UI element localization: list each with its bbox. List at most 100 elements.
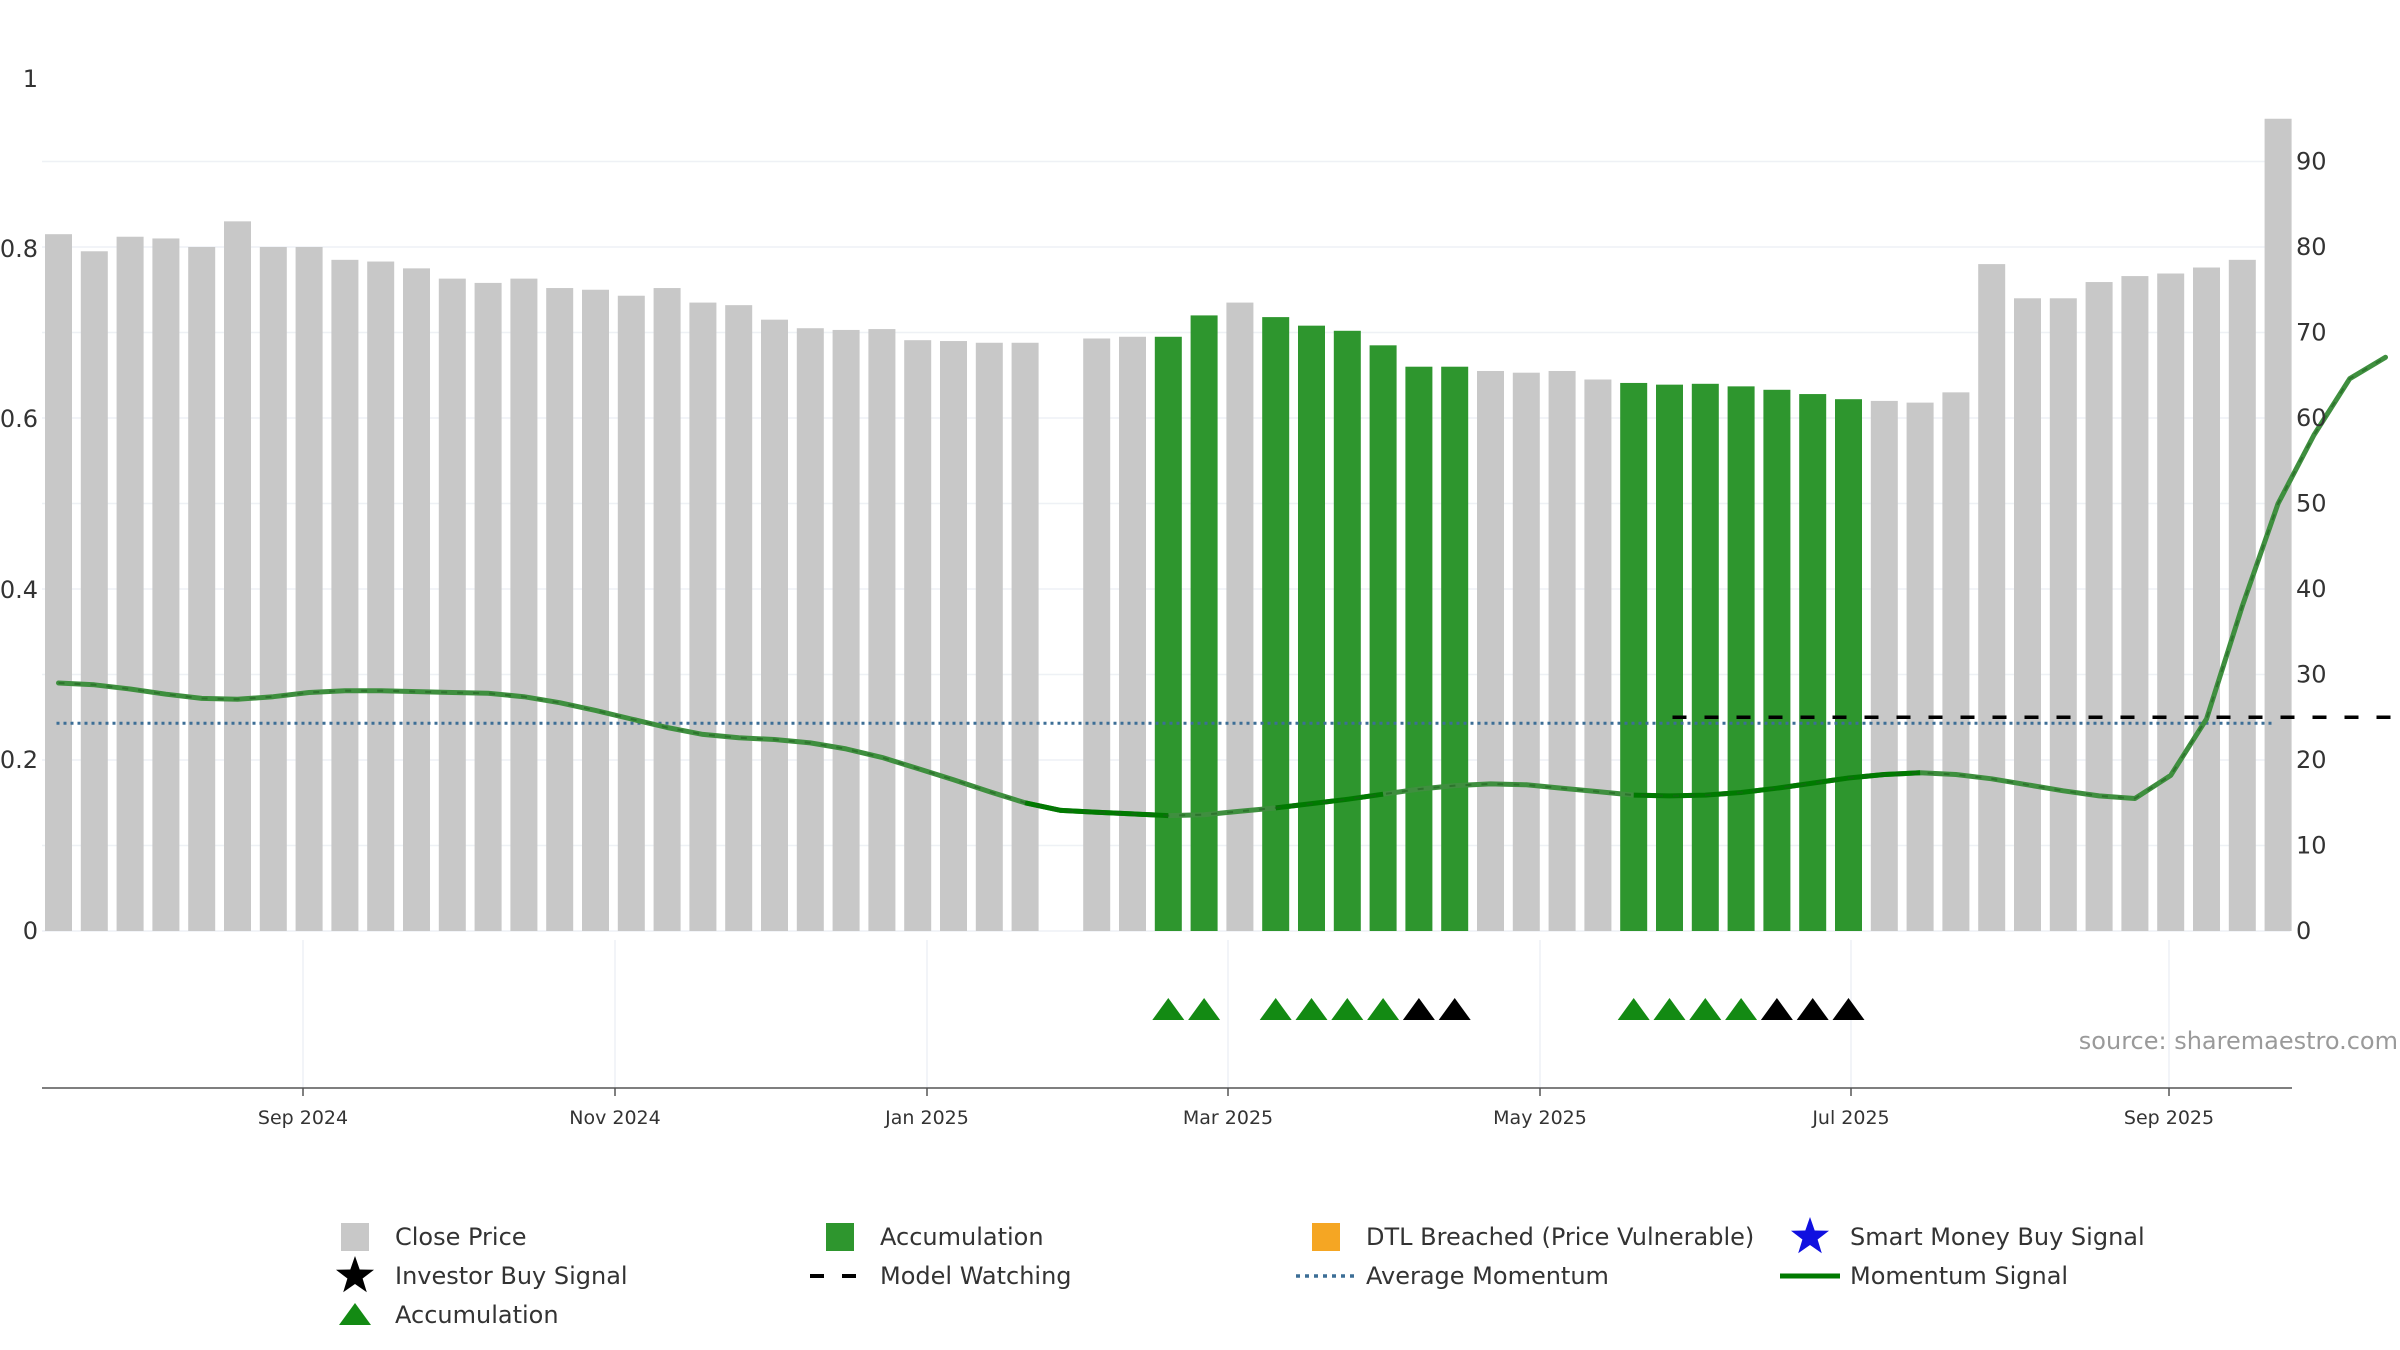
accumulation-bar xyxy=(1333,330,1361,931)
indicator-lines xyxy=(56,354,2394,819)
accumulation-bar xyxy=(1405,366,1433,931)
accumulation-bar xyxy=(1441,366,1469,931)
x-tick-label: May 2025 xyxy=(1493,1107,1587,1129)
legend-triangle-icon xyxy=(339,1303,371,1325)
legend-item: Smart Money Buy Signal xyxy=(1791,1217,2145,1254)
close-price-bar xyxy=(653,288,681,931)
close-price-bar xyxy=(403,268,430,931)
legend-label: Average Momentum xyxy=(1366,1262,1609,1290)
left-tick-label: 0.2 xyxy=(0,746,38,774)
close-price-bar xyxy=(761,319,788,931)
legend-item: Momentum Signal xyxy=(1780,1262,2068,1290)
accumulation-marker xyxy=(1331,998,1364,1020)
close-price-bar xyxy=(1978,264,2006,932)
x-tick-label: Mar 2025 xyxy=(1183,1107,1273,1129)
close-price-bar xyxy=(832,329,860,931)
x-tick-label: Jul 2025 xyxy=(1811,1107,1889,1129)
close-price-bar xyxy=(188,247,216,931)
x-axis: Sep 2024 Nov 2024 Jan 2025 Mar 2025 May 2025… xyxy=(42,1087,2292,1129)
close-price-bar xyxy=(2228,259,2256,931)
right-tick-label: 70 xyxy=(2296,319,2327,347)
close-price-bar xyxy=(224,221,251,932)
legend-square-icon xyxy=(341,1223,369,1251)
legend-label: Accumulation xyxy=(395,1301,559,1329)
close-price-bar xyxy=(2121,276,2149,931)
close-price-bar xyxy=(438,278,466,931)
right-tick-label: 0 xyxy=(2296,917,2311,945)
accumulation-bar xyxy=(1727,386,1755,931)
accumulation-marker xyxy=(1617,998,1650,1020)
close-price-bar xyxy=(617,295,645,931)
accumulation-marker xyxy=(1295,998,1328,1020)
accumulation-bar xyxy=(1656,384,1683,931)
close-price-bar xyxy=(1512,372,1540,931)
investor-buy-marker xyxy=(1438,998,1471,1020)
close-price-bar xyxy=(510,278,538,931)
close-price-bar xyxy=(80,251,108,931)
legend-square-icon xyxy=(1312,1223,1340,1251)
left-tick-label: 0.8 xyxy=(0,235,38,263)
close-price-bar xyxy=(2193,267,2220,931)
investor-buy-marker xyxy=(1832,998,1865,1020)
right-tick-label: 40 xyxy=(2296,575,2327,603)
legend-item: DTL Breached (Price Vulnerable) xyxy=(1312,1223,1754,1251)
accumulation-bar xyxy=(1154,336,1182,931)
close-price-bar xyxy=(152,238,180,931)
left-tick-label: 1 xyxy=(23,65,38,93)
close-price-bars xyxy=(45,118,2292,932)
legend-item: Accumulation xyxy=(339,1301,559,1329)
legend: Close Price Accumulation DTL Breached (Pri… xyxy=(336,1217,2145,1329)
close-price-bar xyxy=(2049,298,2077,931)
close-price-bar xyxy=(1226,302,1254,931)
accumulation-marker xyxy=(1152,998,1185,1020)
accumulation-bar xyxy=(1190,315,1218,931)
close-price-bar xyxy=(868,329,896,932)
accumulation-marker xyxy=(1689,998,1722,1020)
right-tick-label: 80 xyxy=(2296,233,2327,261)
close-price-bar xyxy=(975,342,1003,931)
x-tick-label: Nov 2024 xyxy=(569,1107,660,1129)
accumulation-bar xyxy=(1763,389,1791,931)
close-price-bar xyxy=(904,340,932,931)
legend-item: Model Watching xyxy=(810,1262,1072,1290)
accumulation-bar xyxy=(1835,399,1862,931)
legend-label: Accumulation xyxy=(880,1223,1044,1251)
accumulation-bar xyxy=(1620,382,1648,931)
close-price-bar xyxy=(1083,338,1111,931)
legend-label: DTL Breached (Price Vulnerable) xyxy=(1366,1223,1754,1251)
x-tick-label: Jan 2025 xyxy=(884,1107,969,1129)
accumulation-marker xyxy=(1188,998,1221,1020)
right-tick-label: 20 xyxy=(2296,746,2327,774)
close-price-bar xyxy=(1011,342,1039,931)
close-price-bar xyxy=(295,247,323,931)
close-price-bar xyxy=(1119,336,1146,931)
close-price-bar xyxy=(725,305,753,931)
legend-item: Close Price xyxy=(341,1223,527,1251)
right-tick-label: 90 xyxy=(2296,148,2327,176)
left-tick-label: 0 xyxy=(23,917,38,945)
close-price-bar xyxy=(582,289,609,931)
right-tick-label: 30 xyxy=(2296,661,2327,689)
close-price-bar xyxy=(45,234,72,932)
legend-item: Average Momentum xyxy=(1296,1262,1609,1290)
close-price-bar xyxy=(367,261,395,931)
accumulation-marker xyxy=(1259,998,1292,1020)
legend-label: Investor Buy Signal xyxy=(395,1262,628,1290)
accumulation-bar xyxy=(1262,317,1290,931)
accumulation-bar xyxy=(1799,394,1827,931)
x-tick-label: Sep 2024 xyxy=(258,1107,348,1129)
legend-square-icon xyxy=(826,1223,854,1251)
investor-buy-marker xyxy=(1760,998,1793,1020)
legend-item: Investor Buy Signal xyxy=(336,1256,628,1293)
right-axis: 0 10 20 30 40 50 60 70 80 90 xyxy=(2296,148,2327,946)
accumulation-marker xyxy=(1725,998,1758,1020)
accumulation-bar xyxy=(1369,345,1397,931)
close-price-bar xyxy=(1870,400,1898,931)
right-tick-label: 10 xyxy=(2296,832,2327,860)
close-price-bar xyxy=(1942,392,1970,932)
legend-star-icon xyxy=(336,1256,374,1293)
right-tick-label: 60 xyxy=(2296,404,2327,432)
x-tick-label: Sep 2025 xyxy=(2124,1107,2214,1129)
close-price-bar xyxy=(1477,370,1504,932)
